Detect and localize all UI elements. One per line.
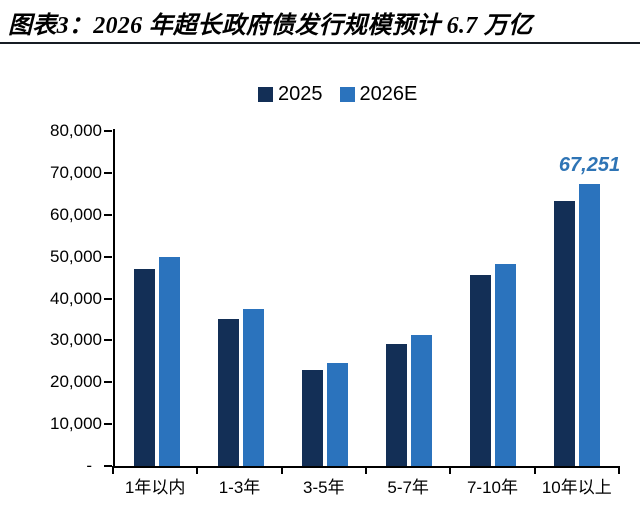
bar-2025-7-10年 (470, 275, 491, 466)
x-category-label: 5-7年 (387, 478, 429, 497)
y-tick-label: 30,000 (50, 330, 102, 350)
y-tick-label: 60,000 (50, 204, 102, 224)
y-tick-mark (104, 255, 112, 258)
x-category-label: 7-10年 (466, 478, 518, 497)
bar-group-5-7年 (367, 129, 451, 466)
bar-2025-3-5年 (302, 369, 323, 466)
y-tick-mark (104, 423, 112, 426)
x-tick-mark (112, 466, 114, 474)
legend-item-2025: 2025 (258, 84, 323, 104)
y-tick-mark (104, 297, 112, 300)
bar-2026E-3-5年 (327, 363, 348, 466)
plot-area: 67,251 (113, 129, 620, 468)
y-tick-mark (104, 171, 112, 174)
bar-2025-1年以内 (134, 269, 155, 466)
x-tick-mark (365, 466, 367, 474)
legend-label-2025: 2025 (278, 83, 323, 105)
chart-legend: 2025 2026E (258, 84, 417, 104)
bar-2026E-1-3年 (243, 308, 264, 466)
bar-group-10年以上: 67,251 (535, 129, 620, 466)
y-tick-label: - (86, 456, 92, 475)
bar-2025-10年以上 (554, 200, 575, 466)
x-category-label: 1年以内 (124, 478, 186, 497)
bar-2025-5-7年 (386, 343, 407, 466)
x-category-label: 3-5年 (303, 478, 345, 497)
legend-swatch-2026e (339, 86, 355, 102)
bar-group-7-10年 (451, 129, 535, 466)
bar-2026E-1年以内 (159, 256, 180, 466)
y-tick-mark (104, 213, 112, 216)
x-tick-mark (280, 466, 283, 474)
y-tick-mark (104, 381, 112, 384)
bar-group-1-3年 (199, 129, 283, 466)
legend-label-2026e: 2026E (359, 83, 418, 105)
y-tick-mark (104, 130, 112, 132)
bar-2026E-7-10年 (495, 263, 516, 466)
y-tick-label: 10,000 (50, 414, 102, 434)
bar-2026E-10年以上: 67,251 (559, 155, 620, 466)
title-divider (0, 42, 640, 44)
bar-2025-1-3年 (218, 318, 239, 466)
y-tick-mark (104, 339, 112, 342)
bar-2026E-5-7年 (411, 335, 432, 466)
y-tick-label: 40,000 (50, 288, 102, 308)
x-tick-mark (449, 466, 452, 474)
x-tick-mark (196, 466, 199, 474)
bar-group-1年以内 (115, 129, 199, 466)
y-tick-label: 50,000 (50, 246, 102, 266)
y-tick-label: 20,000 (50, 372, 102, 392)
bar-groups: 67,251 (115, 129, 620, 466)
x-axis-labels: 1年以内 1-3年 3-5年 5-7年 7-10年 10年以上 (113, 477, 619, 499)
y-tick-mark (104, 465, 112, 467)
chart-title: 图表3：2026 年超长政府债发行规模预计 6.7 万亿 (8, 13, 533, 39)
data-label-67251: 67,251 (558, 154, 621, 177)
x-tick-mark (618, 466, 620, 474)
legend-swatch-2025 (258, 86, 273, 102)
x-tick-mark (533, 466, 536, 474)
y-tick-label: 80,000 (50, 121, 102, 140)
y-tick-label: 70,000 (50, 162, 102, 182)
x-category-label: 10年以上 (541, 478, 612, 497)
legend-item-2026e: 2026E (339, 83, 418, 105)
bar-group-3-5年 (283, 129, 367, 466)
x-category-label: 1-3年 (218, 478, 261, 497)
